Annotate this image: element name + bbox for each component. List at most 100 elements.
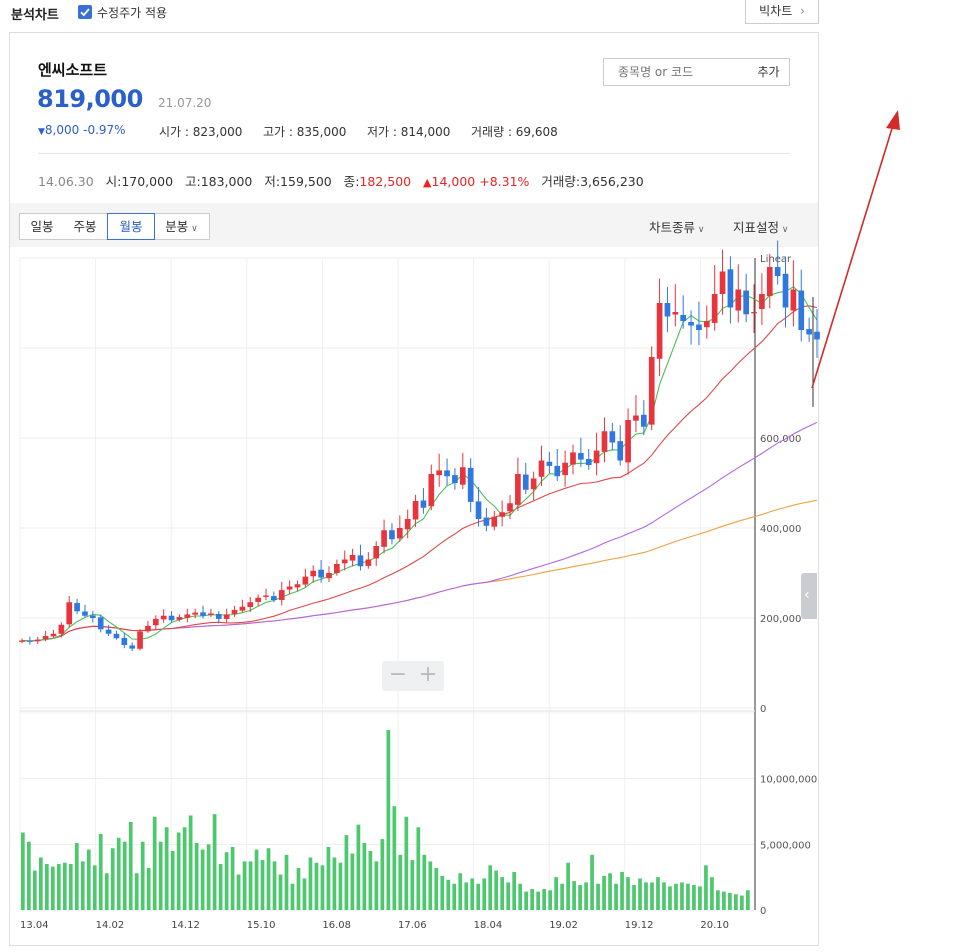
volume-bar [302, 878, 307, 910]
hover-low: 159,500 [280, 174, 332, 189]
volume-bar [458, 873, 463, 910]
candle-down [90, 615, 96, 618]
candle-up [633, 415, 639, 421]
candle-up [381, 530, 387, 547]
volume-bar [260, 860, 265, 910]
price-change: ▼8,000 -0.97% [38, 123, 126, 137]
candle-up [192, 612, 199, 615]
candle-up [137, 631, 143, 649]
add-button[interactable]: 추가 [748, 58, 790, 86]
volume-bar [146, 867, 151, 910]
x-tick-label: 20.10 [700, 920, 729, 931]
volume-bar [470, 878, 475, 910]
candle-up [334, 564, 340, 573]
hover-volume: 3,656,230 [580, 174, 644, 189]
tab-minute-label: 분봉 [165, 219, 189, 234]
scale-label: Linear [760, 254, 792, 265]
hover-open: 170,000 [121, 174, 174, 189]
stat-open: 시가 : 823,000 [159, 125, 243, 139]
candle-up [751, 312, 757, 314]
volume-bar [254, 849, 259, 910]
candle-up [239, 606, 246, 611]
current-price: 819,000 [37, 85, 143, 113]
volume-bar [92, 865, 97, 910]
big-chart-button[interactable]: 빅차트 › [745, 0, 819, 24]
x-tick-label: 16.08 [322, 920, 351, 931]
candle-down [688, 321, 694, 326]
adjusted-price-label[interactable]: 수정주가 적용 [97, 6, 168, 20]
adjusted-price-checkbox[interactable] [78, 5, 92, 19]
candle-down [806, 329, 812, 335]
volume-bar [332, 857, 337, 910]
hover-close: 182,500 [359, 174, 412, 189]
candle-down [467, 467, 474, 502]
candle-down [774, 267, 781, 276]
stat-label: 고가 [263, 125, 286, 139]
candle-up [42, 636, 49, 640]
down-triangle-icon: ▼ [38, 127, 45, 137]
volume-bar [680, 882, 684, 910]
x-tick-label: 17.06 [398, 920, 427, 931]
volume-bar [500, 877, 505, 910]
volume-bar [566, 862, 570, 910]
indicator-settings-label: 지표설정 [733, 220, 780, 235]
volume-bar [272, 861, 277, 910]
stat-label: 거래량 [471, 125, 505, 139]
candle-up [648, 357, 655, 425]
tab-monthly[interactable]: 월봉 [107, 213, 155, 240]
ma20-line [21, 305, 818, 642]
x-tick-label: 15.10 [247, 920, 276, 931]
candle-down [782, 273, 789, 308]
volume-bar [194, 843, 199, 910]
candle-up [145, 625, 151, 632]
candle-down [609, 431, 616, 443]
candle-down [357, 555, 364, 567]
volume-bar [296, 867, 301, 910]
volume-bar [530, 888, 535, 910]
candle-up [184, 614, 191, 618]
volume-bar [392, 806, 397, 910]
volume-bar [416, 827, 421, 910]
chart-panel: 엔씨소프트 819,000 21.07.20 ▼8,000 -0.97% 시가 … [9, 32, 819, 946]
candle-down [318, 569, 324, 578]
hover-high-label: 고 [184, 174, 197, 189]
tab-minute[interactable]: 분봉 ∨ [154, 213, 210, 240]
volume-bar [524, 891, 529, 910]
top-bar: 분석차트 수정주가 적용 빅차트 › [0, 0, 961, 28]
volume-bar [368, 850, 373, 910]
volume-bar [338, 862, 343, 910]
volume-bar [356, 824, 361, 910]
stat-value: 814,000 [400, 125, 451, 139]
stat-value: 69,608 [515, 125, 558, 139]
stat-volume: 거래량 : 69,608 [471, 125, 558, 139]
volume-bar [158, 841, 163, 910]
volume-bar [518, 883, 523, 910]
candle-down [814, 331, 820, 340]
volume-bar [86, 849, 91, 910]
zoom-in-icon[interactable]: + [418, 662, 438, 687]
volume-bar [386, 730, 391, 910]
volume-bar [374, 861, 379, 910]
candle-up [50, 633, 57, 637]
volume-bar [230, 846, 235, 910]
tab-weekly[interactable]: 주봉 [63, 213, 108, 240]
scroll-handle[interactable]: ‹ [801, 573, 817, 619]
volume-bar [620, 871, 624, 910]
volume-bar [68, 864, 73, 910]
chart-type-menu[interactable]: 차트종류 ∨ [649, 217, 704, 236]
candle-down [640, 414, 647, 427]
zoom-out-icon[interactable]: − [388, 662, 408, 687]
quote-date: 21.07.20 [158, 96, 212, 110]
volume-bar [188, 815, 193, 910]
hover-low-label: 저 [264, 174, 276, 189]
chevron-left-icon: ‹ [804, 587, 810, 603]
candle-down [200, 612, 206, 616]
price-tick-label: 0 [760, 704, 766, 715]
price-tick-label: 400,000 [760, 524, 801, 535]
stock-search-input[interactable] [603, 58, 749, 86]
price-tick-label: 600,000 [760, 434, 801, 445]
volume-bar [344, 835, 349, 910]
candle-up [790, 289, 797, 311]
indicator-settings-menu[interactable]: 지표설정 ∨ [733, 217, 788, 236]
